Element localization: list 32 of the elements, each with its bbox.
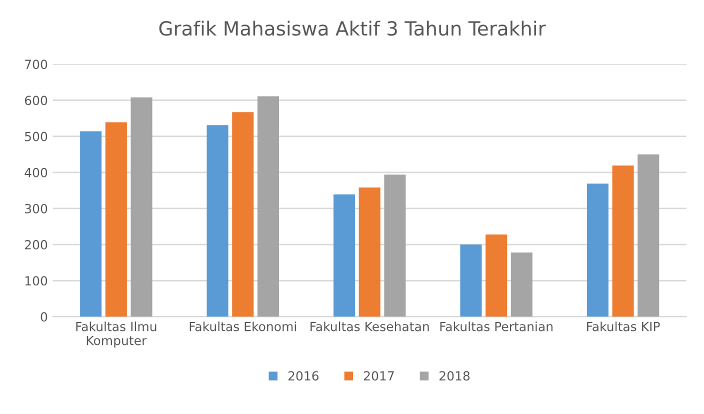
bar [333, 194, 356, 317]
bar [232, 112, 254, 317]
x-tick-label: Fakultas Pertanian [440, 322, 552, 332]
y-tick-label: 500 [25, 132, 48, 142]
bar [130, 97, 152, 317]
x-tick-label: Fakultas Ilmu Komputer [76, 322, 156, 348]
x-tick-label: Fakultas KIP [587, 322, 660, 332]
x-tick-label: Fakultas Kesehatan [310, 322, 429, 332]
bar [105, 122, 127, 317]
y-tick-label: 200 [24, 240, 48, 250]
bar [206, 125, 228, 317]
bar [486, 234, 508, 317]
bar [586, 184, 608, 317]
bar [384, 174, 406, 317]
bar [257, 96, 279, 317]
y-tick-label: 100 [25, 276, 48, 286]
bar [638, 154, 660, 317]
y-tick-label: 600 [24, 96, 48, 106]
bar [460, 244, 482, 317]
y-tick-label: 400 [24, 168, 48, 178]
legend-label: 2016 [288, 371, 319, 381]
y-tick-label: 0 [40, 312, 48, 322]
bar [612, 166, 634, 317]
legend-label: 2018 [440, 371, 470, 381]
bar [510, 252, 532, 317]
bar [358, 188, 380, 317]
chart-title: Grafik Mahasiswa Aktif 3 Tahun Terakhir [159, 20, 546, 36]
legend-label: 2017 [364, 371, 394, 381]
y-tick-label: 300 [25, 204, 48, 214]
bar [80, 131, 102, 317]
x-tick-label: Fakultas Ekonomi [190, 322, 296, 332]
y-tick-label: 700 [25, 60, 48, 70]
